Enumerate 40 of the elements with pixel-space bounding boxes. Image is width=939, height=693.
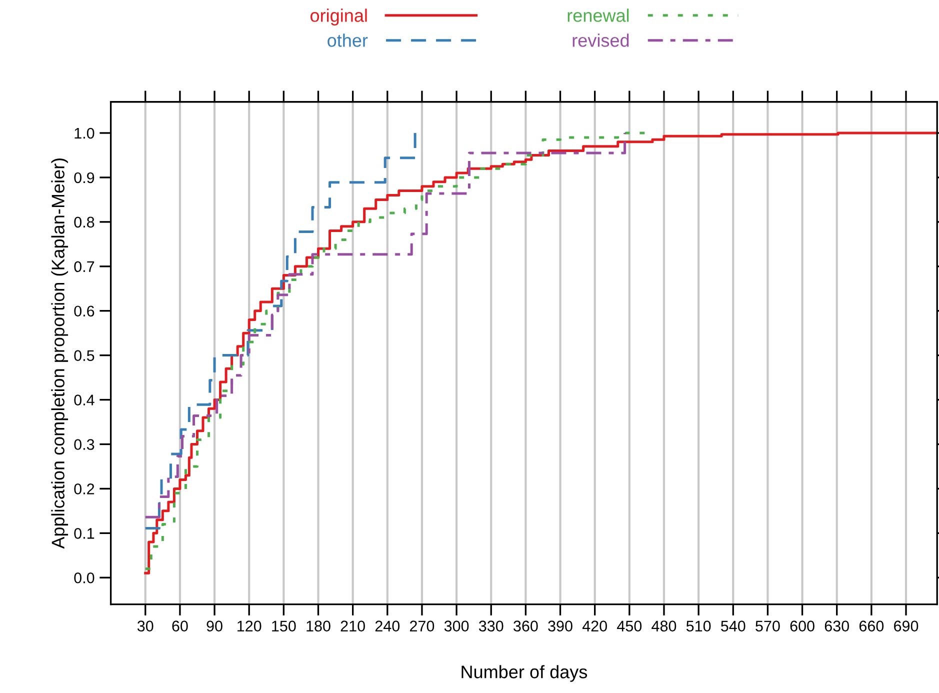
x-tick-label: 630 bbox=[824, 620, 850, 632]
y-tick-label: 0.3 bbox=[74, 439, 94, 450]
y-tick-label: 0.6 bbox=[74, 306, 94, 317]
x-tick-label: 150 bbox=[272, 620, 296, 632]
x-tick-label: 690 bbox=[894, 620, 918, 632]
x-tick-label: 240 bbox=[375, 620, 400, 632]
x-tick-label: 60 bbox=[172, 620, 188, 632]
y-tick-label: 0.2 bbox=[74, 484, 94, 494]
x-tick-label: 570 bbox=[756, 620, 780, 632]
x-tick-label: 300 bbox=[444, 620, 469, 632]
x-tick-label: 330 bbox=[478, 620, 504, 632]
y-tick-label: 0.5 bbox=[74, 350, 94, 361]
x-tick-label: 600 bbox=[790, 620, 814, 632]
x-tick-label: 480 bbox=[652, 620, 676, 632]
x-tick-label: 360 bbox=[514, 620, 538, 632]
x-tick-label: 180 bbox=[306, 620, 330, 632]
y-tick-label: 0.7 bbox=[74, 261, 94, 272]
legend-label: renewal bbox=[568, 8, 629, 22]
y-tick-label: 0.1 bbox=[74, 528, 94, 539]
text: original bbox=[310, 8, 367, 26]
y-tick-label: 0.0 bbox=[74, 572, 94, 584]
x-tick-label: 210 bbox=[340, 620, 365, 632]
x-tick-label: 390 bbox=[548, 620, 572, 632]
text: other bbox=[328, 34, 368, 47]
y-tick-label: 1.0 bbox=[74, 128, 94, 139]
legend-label: revised bbox=[572, 34, 629, 47]
y-tick-label: 0.8 bbox=[74, 216, 94, 228]
y-tick-label: 0.9 bbox=[74, 172, 94, 184]
x-tick-label: 30 bbox=[137, 620, 154, 632]
x-tick-label: 270 bbox=[410, 620, 434, 632]
x-tick-label: 90 bbox=[206, 620, 222, 632]
x-axis-title: Number of days bbox=[462, 665, 588, 682]
y-axis-title: Application completion proportion (Kaplan-Meier) bbox=[51, 158, 68, 549]
y-tick-label: 0.4 bbox=[74, 394, 94, 406]
x-tick-label: 420 bbox=[582, 620, 607, 632]
x-tick-label: 540 bbox=[721, 620, 746, 632]
x-tick-label: 120 bbox=[238, 620, 262, 632]
x-tick-label: 450 bbox=[617, 620, 642, 632]
x-tick-label: 510 bbox=[686, 620, 711, 632]
x-tick-label: 660 bbox=[859, 620, 884, 632]
